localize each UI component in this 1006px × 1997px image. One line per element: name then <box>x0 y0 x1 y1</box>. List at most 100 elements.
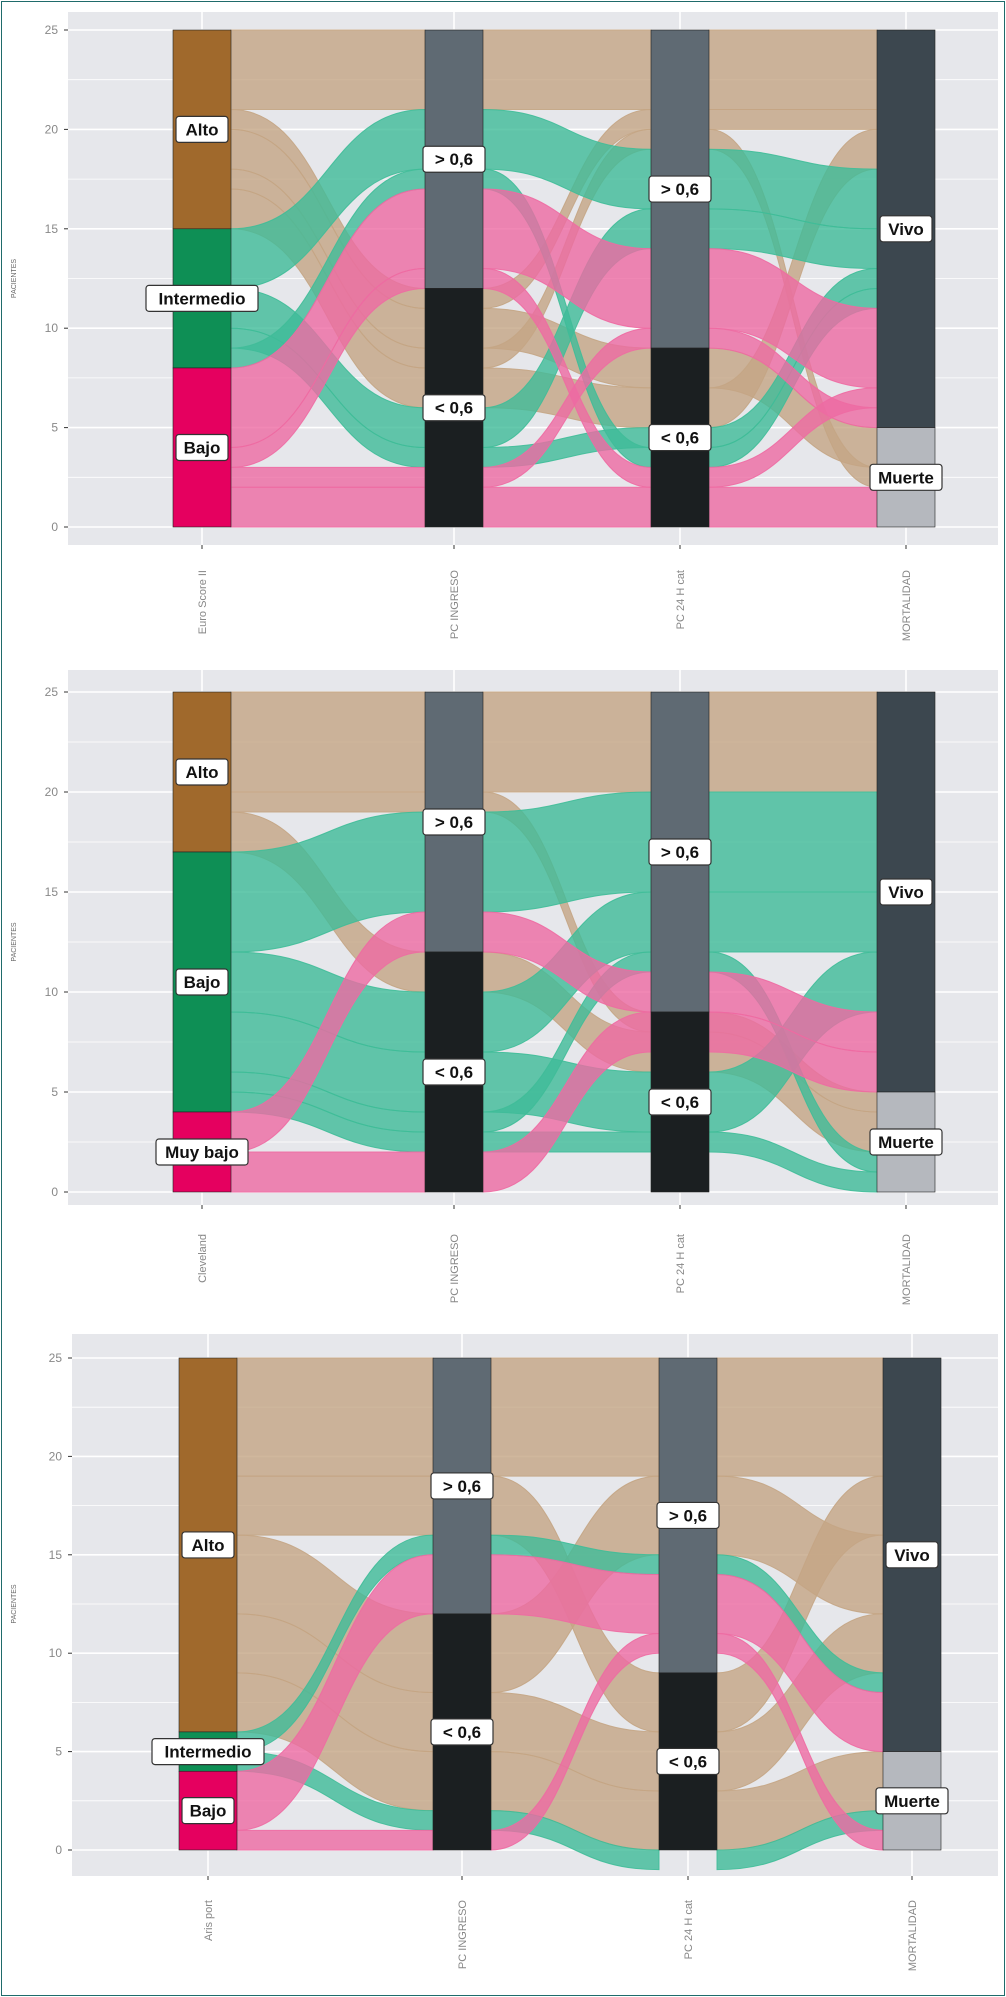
alluvium-flow <box>490 1357 660 1477</box>
stratum-label: Bajo <box>175 433 229 462</box>
x-axis-label: PC INGRESO <box>449 570 461 640</box>
alluvium-flow <box>708 486 878 528</box>
alluvial-chart-euro-score: 0 5 10 15 20 25 PACIENTES Alto Intermedio Bajo > 0… <box>11 12 998 641</box>
stratum-label-text: Vivo <box>894 1546 930 1565</box>
stratum-label-text: Muerte <box>878 468 934 487</box>
label-box <box>648 175 712 203</box>
stratum-label-text: < 0,6 <box>443 1723 481 1742</box>
y-tick-label: 5 <box>51 1085 58 1099</box>
stratum-label: Vivo <box>879 878 933 906</box>
x-axis-label: Euro Score II <box>197 570 209 634</box>
label-box <box>145 284 259 312</box>
label-box <box>875 1787 949 1815</box>
y-tick-label: 0 <box>51 520 58 534</box>
alluvium-flow <box>708 791 878 893</box>
alluvium-flow <box>716 1357 884 1477</box>
alluvial-chart-cleveland: 0 5 10 15 20 25 PACIENTES Alto Bajo Muy bajo > 0,6… <box>11 670 998 1305</box>
y-tick-label: 20 <box>49 1449 63 1463</box>
stratum-label: Bajo <box>181 1797 235 1825</box>
y-tick-label: 15 <box>45 885 59 899</box>
label-box <box>656 1747 720 1776</box>
stratum-label-text: Bajo <box>184 973 221 992</box>
x-axis-label: MORTALIDAD <box>901 570 913 641</box>
y-tick-label: 15 <box>45 222 59 236</box>
label-box <box>175 968 229 996</box>
alluvium-flow <box>708 691 878 793</box>
stratum-label-text: Alto <box>185 120 218 139</box>
stratum-label-text: Muy bajo <box>165 1143 239 1162</box>
x-axis-label: PC 24 H cat <box>675 1234 687 1293</box>
alluvial-chart-aris-port: 0 5 10 15 20 25 PACIENTES Alto Intermedio Bajo > 0… <box>11 1334 998 1971</box>
stratum-label-text: < 0,6 <box>661 429 699 448</box>
label-box <box>175 433 229 462</box>
alluvium-flow <box>708 109 878 130</box>
alluvium-flow <box>236 1829 434 1851</box>
y-tick-label: 5 <box>51 421 58 435</box>
stratum-label: Alto <box>175 758 229 786</box>
stratum-label: > 0,6 <box>648 175 712 203</box>
label-box <box>181 1797 235 1825</box>
stratum-label-text: > 0,6 <box>435 150 473 169</box>
stratum-label: Muy bajo <box>155 1138 249 1166</box>
stratum-label: Muerte <box>869 463 943 491</box>
alluvium-flow <box>230 691 426 793</box>
label-box <box>656 1501 720 1530</box>
alluvium-flow <box>482 486 652 528</box>
label-box <box>175 115 229 144</box>
stratum-label: Intermedio <box>145 284 259 312</box>
y-tick-label: 0 <box>51 1185 58 1199</box>
label-box <box>648 838 712 866</box>
stratum-label-text: > 0,6 <box>435 813 473 832</box>
stratum-label-text: Bajo <box>190 1802 227 1821</box>
stratum-label-text: > 0,6 <box>661 843 699 862</box>
label-box <box>869 1128 943 1156</box>
label-box <box>151 1738 265 1766</box>
stratum-label: > 0,6 <box>422 145 486 173</box>
label-box <box>648 423 712 452</box>
stratum-label: < 0,6 <box>656 1747 720 1776</box>
stratum-label: Muerte <box>875 1787 949 1815</box>
y-tick-label: 25 <box>45 685 59 699</box>
stratum-label: > 0,6 <box>648 838 712 866</box>
stratum-label-text: Intermedio <box>165 1743 252 1762</box>
label-box <box>885 1541 939 1569</box>
stratum-label: Alto <box>181 1531 235 1559</box>
x-axis-label: PC 24 H cat <box>683 1900 695 1959</box>
y-tick-label: 10 <box>45 985 59 999</box>
stratum-label-text: < 0,6 <box>661 1093 699 1112</box>
stratum-label-text: Vivo <box>888 220 924 239</box>
stratum-label-text: > 0,6 <box>669 1506 707 1525</box>
alluvium-flow <box>482 691 652 793</box>
label-box <box>175 758 229 786</box>
stratum-label-text: Muerte <box>884 1792 940 1811</box>
label-box <box>422 394 486 422</box>
x-axis-label: Aris port <box>203 1900 215 1941</box>
stratum-label-text: Bajo <box>184 438 221 457</box>
x-axis-label: PC INGRESO <box>449 1234 461 1304</box>
stratum-label: Alto <box>175 115 229 144</box>
stratum-label-text: < 0,6 <box>435 399 473 418</box>
y-tick-label: 25 <box>49 1351 63 1365</box>
label-box <box>181 1531 235 1559</box>
label-box <box>430 1718 494 1746</box>
alluvium-flow <box>708 891 878 953</box>
alluvium-flow <box>230 466 426 488</box>
stratum-label-text: Alto <box>185 763 218 782</box>
alluvium-flow <box>230 29 426 111</box>
stratum-label: < 0,6 <box>422 394 486 422</box>
stratum-label: < 0,6 <box>430 1718 494 1746</box>
stratum-label-text: > 0,6 <box>661 180 699 199</box>
label-box <box>879 215 933 243</box>
stratum-label: < 0,6 <box>648 1088 712 1116</box>
stratum-label-text: Vivo <box>888 883 924 902</box>
y-tick-label: 10 <box>45 321 59 335</box>
label-box <box>430 1472 494 1500</box>
y-tick-label: 20 <box>45 785 59 799</box>
stratum-label: Bajo <box>175 968 229 996</box>
alluvium-flow <box>708 29 878 111</box>
label-box <box>422 145 486 173</box>
stratum-label-text: < 0,6 <box>435 1063 473 1082</box>
stratum-label: > 0,6 <box>656 1501 720 1530</box>
label-box <box>879 878 933 906</box>
